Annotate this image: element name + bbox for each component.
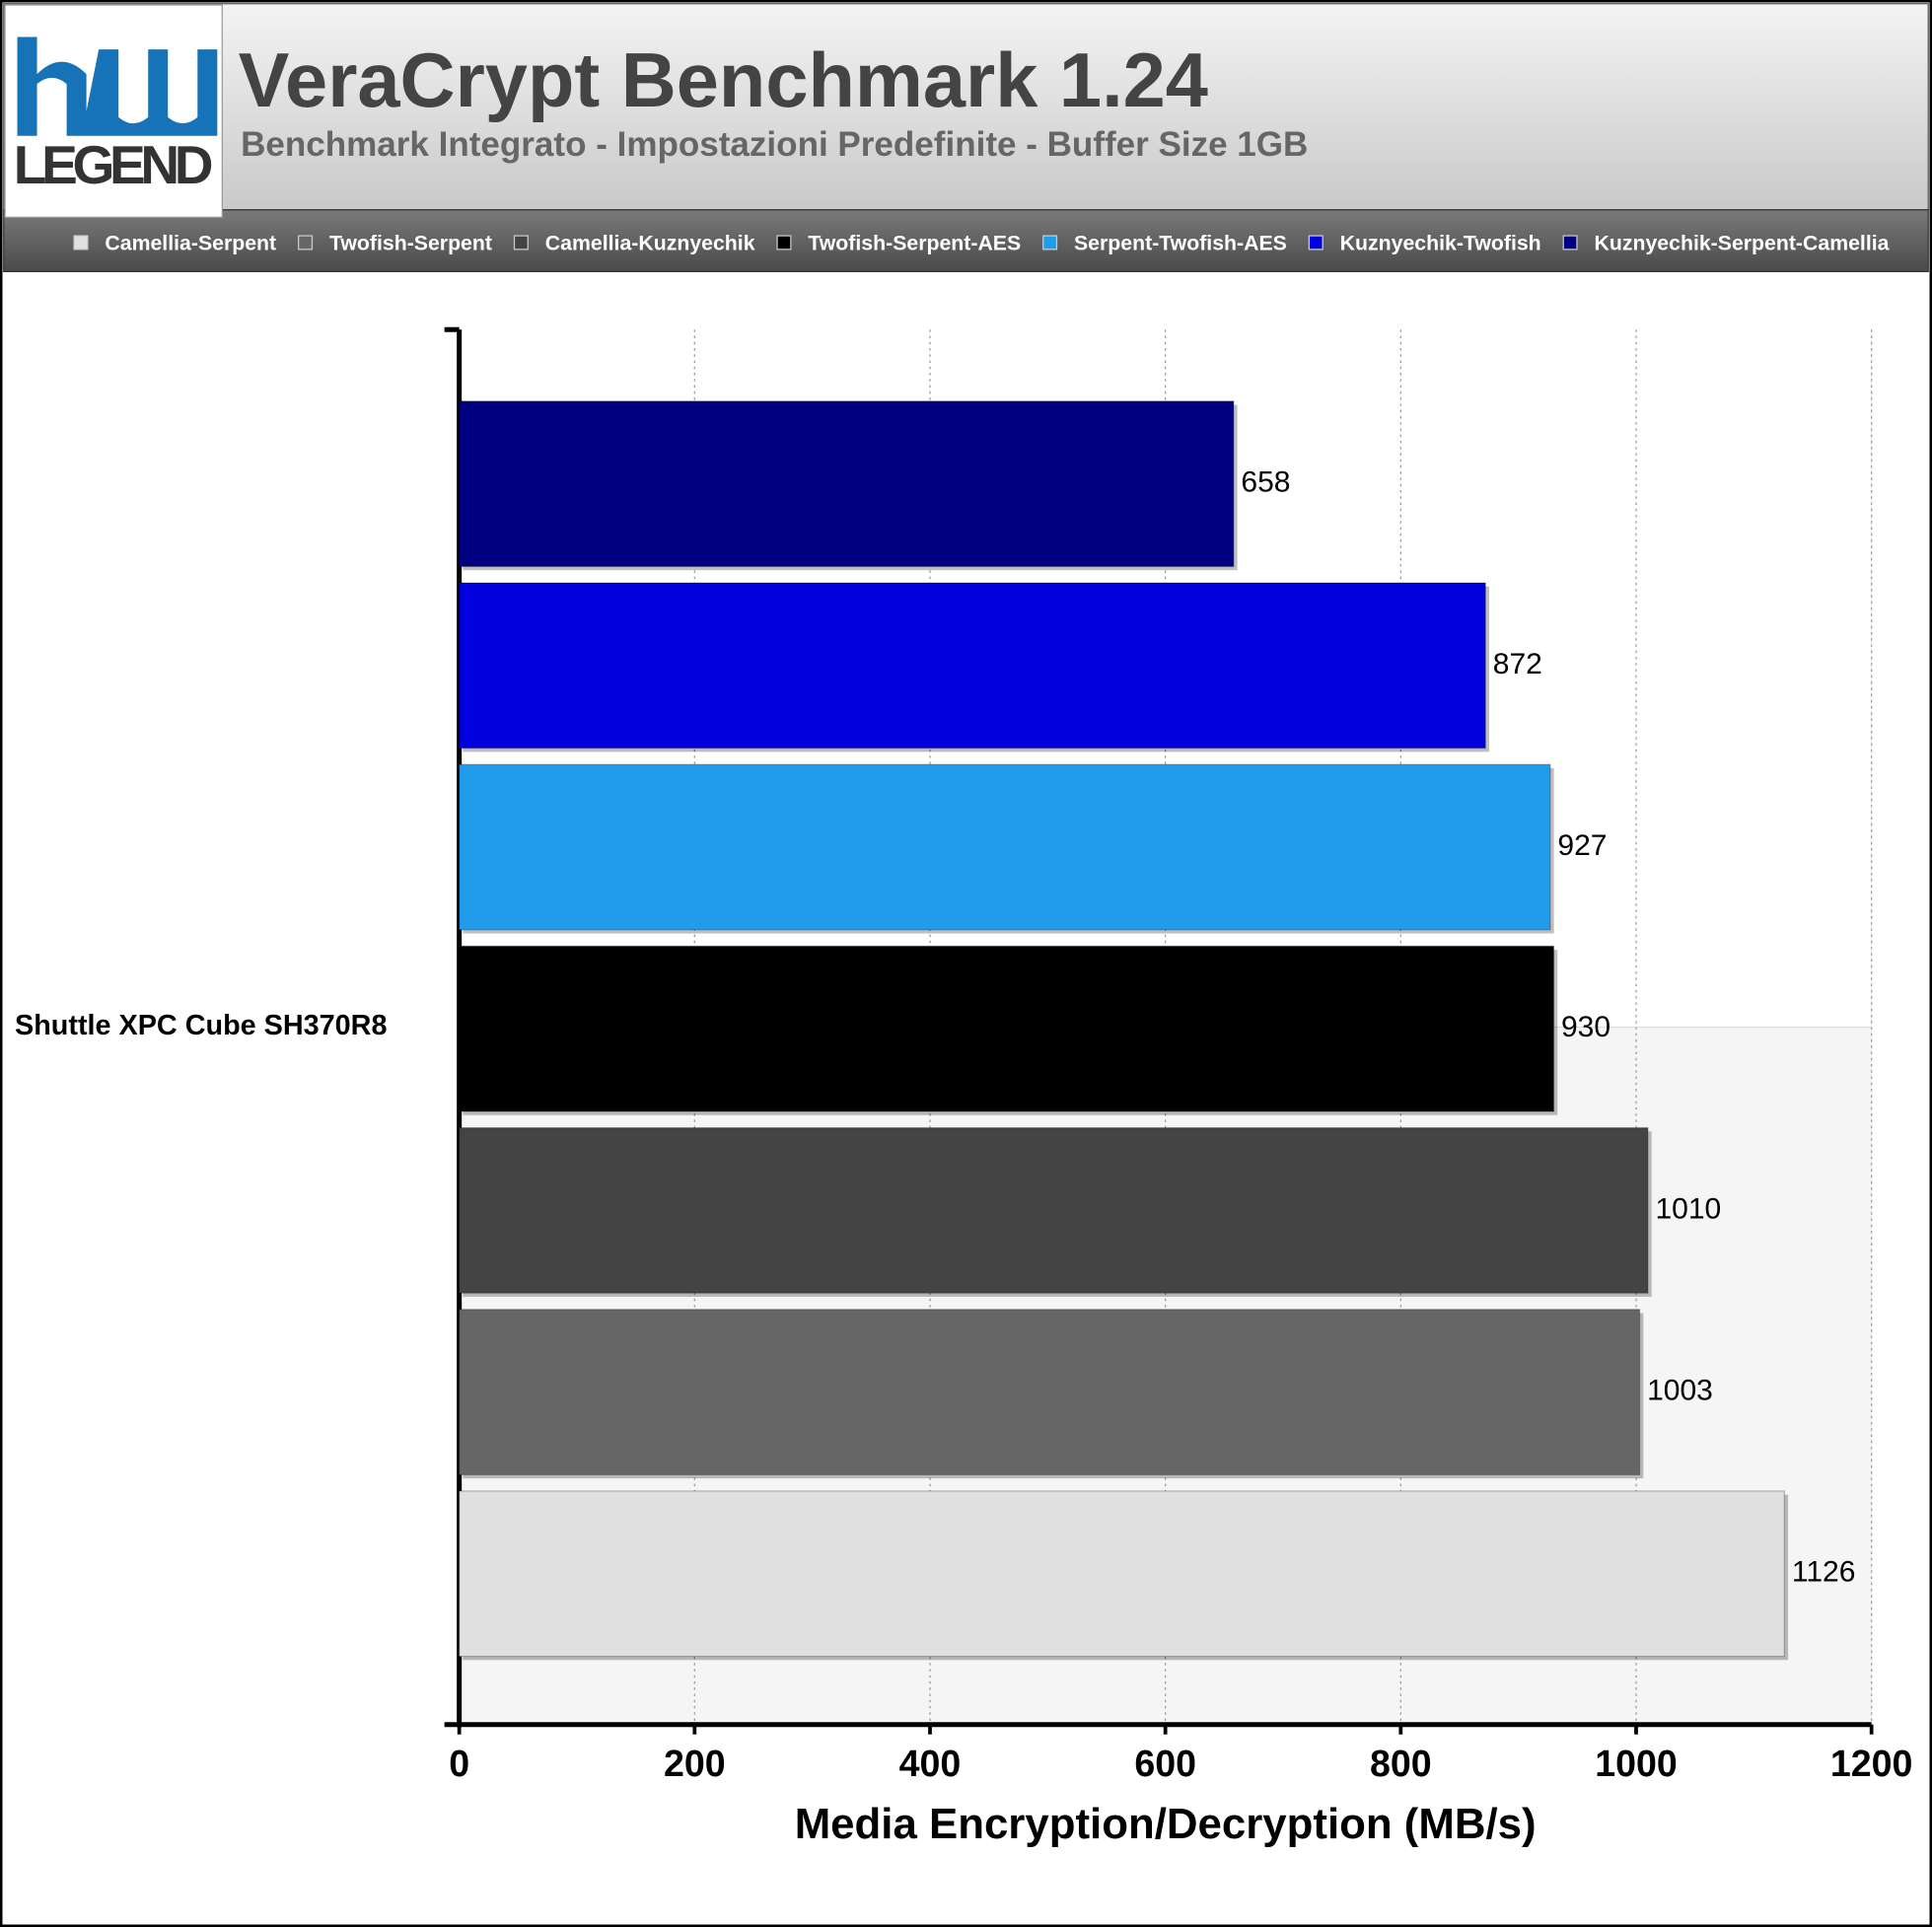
legend-swatch [1308,235,1324,250]
bar [459,1490,1785,1658]
x-tick-label: 400 [899,1743,962,1784]
legend-swatch [776,235,792,250]
legend-swatch [1042,235,1058,250]
logo-mark [17,36,218,136]
bar [459,945,1555,1112]
legend-label: Serpent-Twofish-AES [1074,231,1287,254]
legend-label: Twofish-Serpent [329,231,492,254]
legend-swatch [513,235,529,250]
legend-band [3,209,1929,273]
logo-text: LEGEND [14,134,214,195]
value-label: 872 [1493,648,1542,680]
x-tick-label: 600 [1134,1743,1196,1784]
chart-subtitle: Benchmark Integrato - Impostazioni Prede… [241,125,1308,164]
legend-label: Kuznyechik-Twofish [1340,231,1541,254]
chart-title: VeraCrypt Benchmark 1.24 [239,38,1208,123]
x-tick-label: 0 [449,1743,469,1784]
value-label: 658 [1241,466,1290,499]
bar [459,400,1235,568]
x-tick-label: 800 [1370,1743,1432,1784]
legend-label: Kuznyechik-Serpent-Camellia [1595,231,1890,254]
legend-swatch [1562,235,1578,250]
value-label: 1010 [1655,1192,1721,1225]
legend-label: Twofish-Serpent-AES [808,231,1021,254]
header-band [3,3,1929,211]
legend-label: Camellia-Serpent [105,231,276,254]
value-label: 930 [1561,1011,1610,1043]
x-tick-label: 1200 [1830,1743,1913,1784]
bar [459,582,1486,749]
category-label: Shuttle XPC Cube SH370R8 [15,1010,387,1041]
legend-swatch [73,235,89,250]
x-tick-label: 200 [664,1743,726,1784]
value-label: 927 [1557,829,1607,862]
legend-label: Camellia-Kuznyechik [545,231,755,254]
bar [459,1126,1649,1294]
value-label: 1003 [1647,1375,1713,1407]
logo: LEGEND [4,4,223,218]
bar [459,763,1551,931]
x-axis-label: Media Encryption/Decryption (MB/s) [795,1800,1537,1848]
x-tick-label: 1000 [1595,1743,1678,1784]
bar [459,1309,1641,1475]
value-label: 1126 [1792,1556,1856,1589]
legend-swatch [298,235,314,250]
